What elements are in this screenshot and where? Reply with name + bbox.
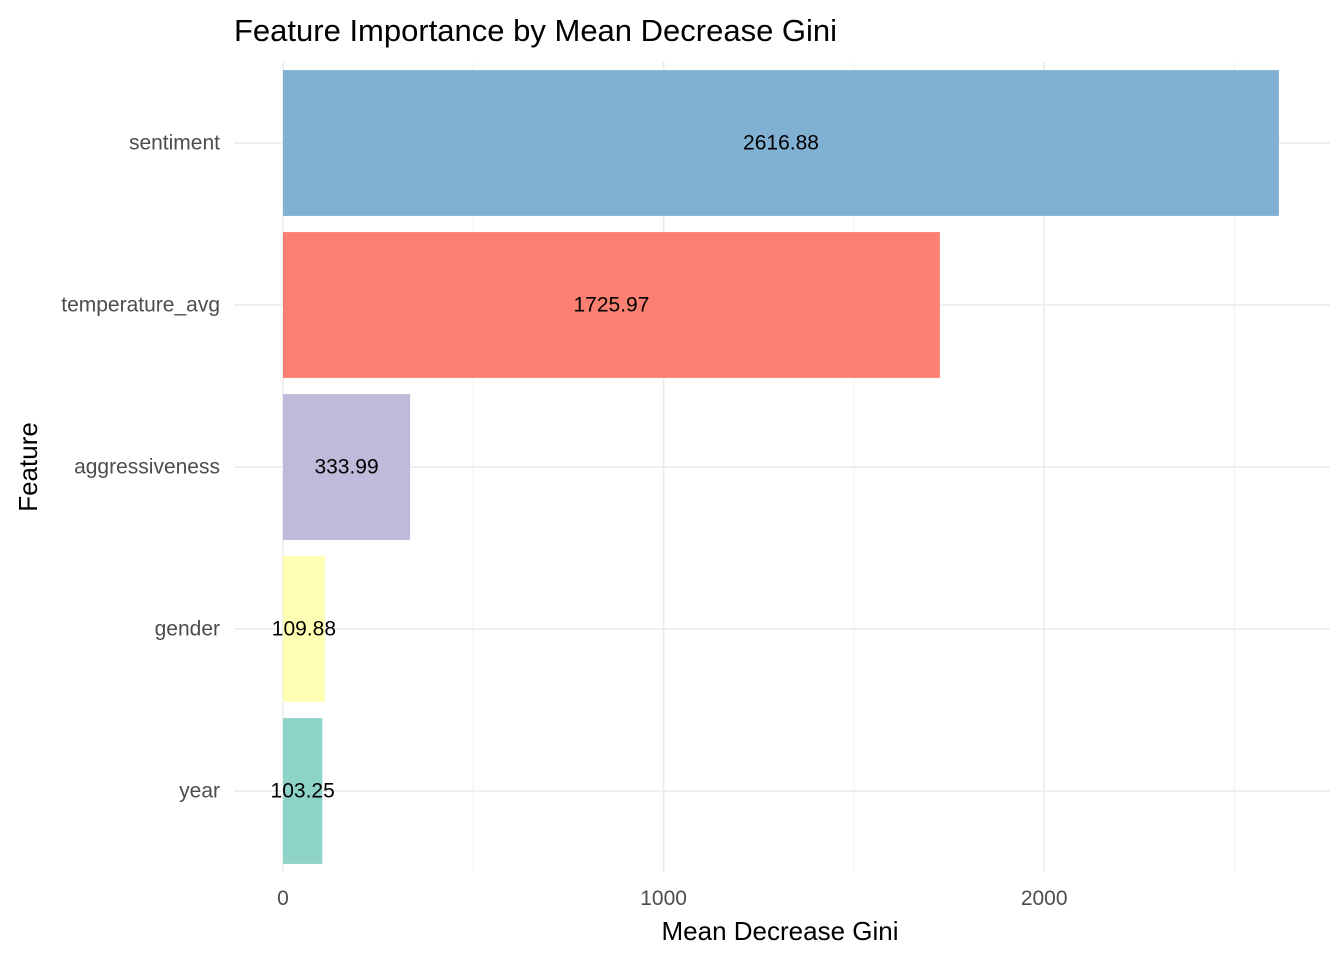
- y-tick-label: temperature_avg: [61, 294, 220, 317]
- data-labels: 2616.88 1725.97 333.99 109.88 103.25: [271, 132, 819, 803]
- y-axis-title: Feature: [13, 422, 43, 512]
- bar-year: [283, 718, 323, 864]
- x-axis-title: Mean Decrease Gini: [662, 916, 899, 946]
- bar-value-label: 103.25: [271, 780, 335, 803]
- y-axis-tick-labels: sentiment temperature_avg aggressiveness ge…: [61, 132, 220, 803]
- bar-sentiment: [283, 70, 1279, 216]
- bar-gender: [283, 556, 325, 702]
- x-axis-tick-labels: 0 1000 2000: [277, 887, 1067, 910]
- y-tick-label: year: [179, 780, 220, 803]
- bars: [283, 70, 1279, 864]
- bar-aggressiveness: [283, 394, 411, 540]
- y-tick-label: gender: [155, 618, 220, 641]
- bar-value-label: 1725.97: [573, 294, 649, 317]
- x-tick-label: 1000: [640, 887, 687, 910]
- bar-value-label: 2616.88: [743, 132, 819, 155]
- x-tick-label: 0: [277, 887, 289, 910]
- y-tick-label: aggressiveness: [74, 456, 220, 479]
- x-tick-label: 2000: [1021, 887, 1068, 910]
- chart-title: Feature Importance by Mean Decrease Gini: [234, 13, 837, 48]
- bar-temperature-avg: [283, 232, 940, 378]
- bar-value-label: 109.88: [272, 618, 336, 641]
- y-tick-label: sentiment: [129, 132, 220, 155]
- bar-value-label: 333.99: [314, 456, 378, 479]
